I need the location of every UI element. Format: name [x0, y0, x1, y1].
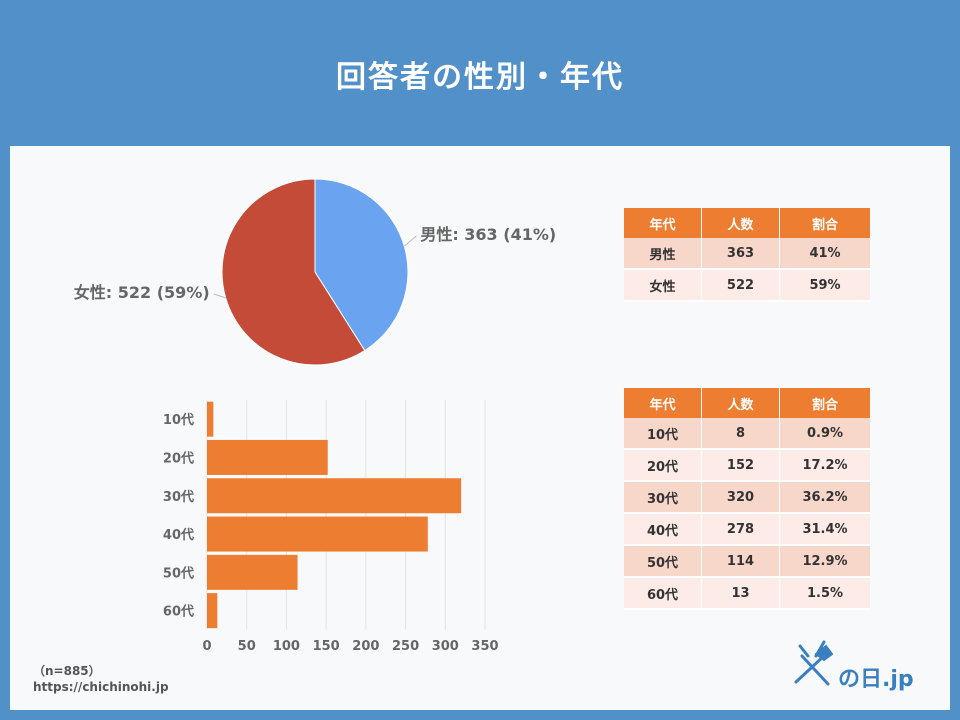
x-tick-label: 250: [392, 639, 419, 654]
header-cell: 人数: [702, 388, 780, 418]
sample-size-note: （n=885）: [33, 664, 101, 678]
table-cell: 60代: [624, 578, 702, 610]
table-cell: 152: [702, 450, 780, 482]
table-cell: 30代: [624, 482, 702, 514]
header-cell: 年代: [624, 388, 702, 418]
table-row: 女性 522 59%: [624, 270, 870, 302]
age-table-header: 年代 人数 割合: [624, 388, 870, 418]
table-cell: 13: [702, 578, 780, 610]
table-row: 60代 13 1.5%: [624, 578, 870, 610]
gender-table-header: 年代 人数 割合: [624, 208, 870, 238]
gender-table: 年代 人数 割合 男性 363 41% 女性 522 59%: [624, 208, 870, 302]
table-cell: 0.9%: [780, 418, 870, 450]
table-cell: 278: [702, 514, 780, 546]
table-row: 40代 278 31.4%: [624, 514, 870, 546]
table-cell: 31.4%: [780, 514, 870, 546]
table-cell: 女性: [624, 270, 702, 302]
x-tick-label: 50: [238, 639, 256, 654]
header-cell: 割合: [780, 388, 870, 418]
header-cell: 年代: [624, 208, 702, 238]
x-tick-label: 300: [432, 639, 459, 654]
y-tick-label: 30代: [163, 489, 194, 505]
table-cell: 320: [702, 482, 780, 514]
table-cell: 36.2%: [780, 482, 870, 514]
y-tick-label: 10代: [163, 412, 194, 428]
x-tick-label: 150: [313, 639, 340, 654]
table-cell: 363: [702, 238, 780, 270]
table-row: 50代 114 12.9%: [624, 546, 870, 578]
x-tick-label: 100: [273, 639, 300, 654]
y-tick-label: 20代: [163, 450, 194, 466]
table-cell: 59%: [780, 270, 870, 302]
table-row: 30代 320 36.2%: [624, 482, 870, 514]
bar: [207, 593, 218, 629]
x-tick-label: 350: [471, 639, 498, 654]
x-tick-label: 0: [202, 639, 211, 654]
page-title: 回答者の性別・年代: [336, 60, 624, 95]
pie-leader-line: [403, 235, 417, 247]
pie-slice-label: 男性: 363 (41%): [420, 225, 556, 244]
y-tick-label: 50代: [163, 565, 194, 581]
table-cell: 50代: [624, 546, 702, 578]
table-row: 10代 8 0.9%: [624, 418, 870, 450]
table-cell: 12.9%: [780, 546, 870, 578]
table-row: 男性 363 41%: [624, 238, 870, 270]
bar: [207, 516, 428, 552]
pie-leader-line: [213, 293, 226, 299]
y-tick-label: 40代: [163, 527, 194, 543]
bar: [207, 478, 462, 514]
table-cell: 10代: [624, 418, 702, 450]
table-cell: 8: [702, 418, 780, 450]
bar: [207, 401, 214, 437]
table-cell: 20代: [624, 450, 702, 482]
site-logo: の日.jp: [786, 634, 926, 698]
table-cell: 522: [702, 270, 780, 302]
table-cell: 41%: [780, 238, 870, 270]
table-cell: 40代: [624, 514, 702, 546]
pie-slice-label: 女性: 522 (59%): [74, 283, 210, 302]
table-cell: 男性: [624, 238, 702, 270]
table-row: 20代 152 17.2%: [624, 450, 870, 482]
pie-slice: [221, 178, 366, 366]
y-tick-label: 60代: [163, 604, 194, 620]
bar: [207, 439, 328, 475]
source-url: https://chichinohi.jp: [33, 680, 169, 694]
table-cell: 17.2%: [780, 450, 870, 482]
x-tick-label: 200: [352, 639, 379, 654]
table-cell: 1.5%: [780, 578, 870, 610]
age-table: 年代 人数 割合 10代 8 0.9% 20代 152 17.2% 30代 32…: [624, 388, 870, 610]
header-cell: 人数: [702, 208, 780, 238]
header-cell: 割合: [780, 208, 870, 238]
logo-text: の日.jp: [838, 667, 914, 692]
table-cell: 114: [702, 546, 780, 578]
logo-icon: の日.jp: [794, 640, 914, 692]
bar: [207, 554, 298, 590]
